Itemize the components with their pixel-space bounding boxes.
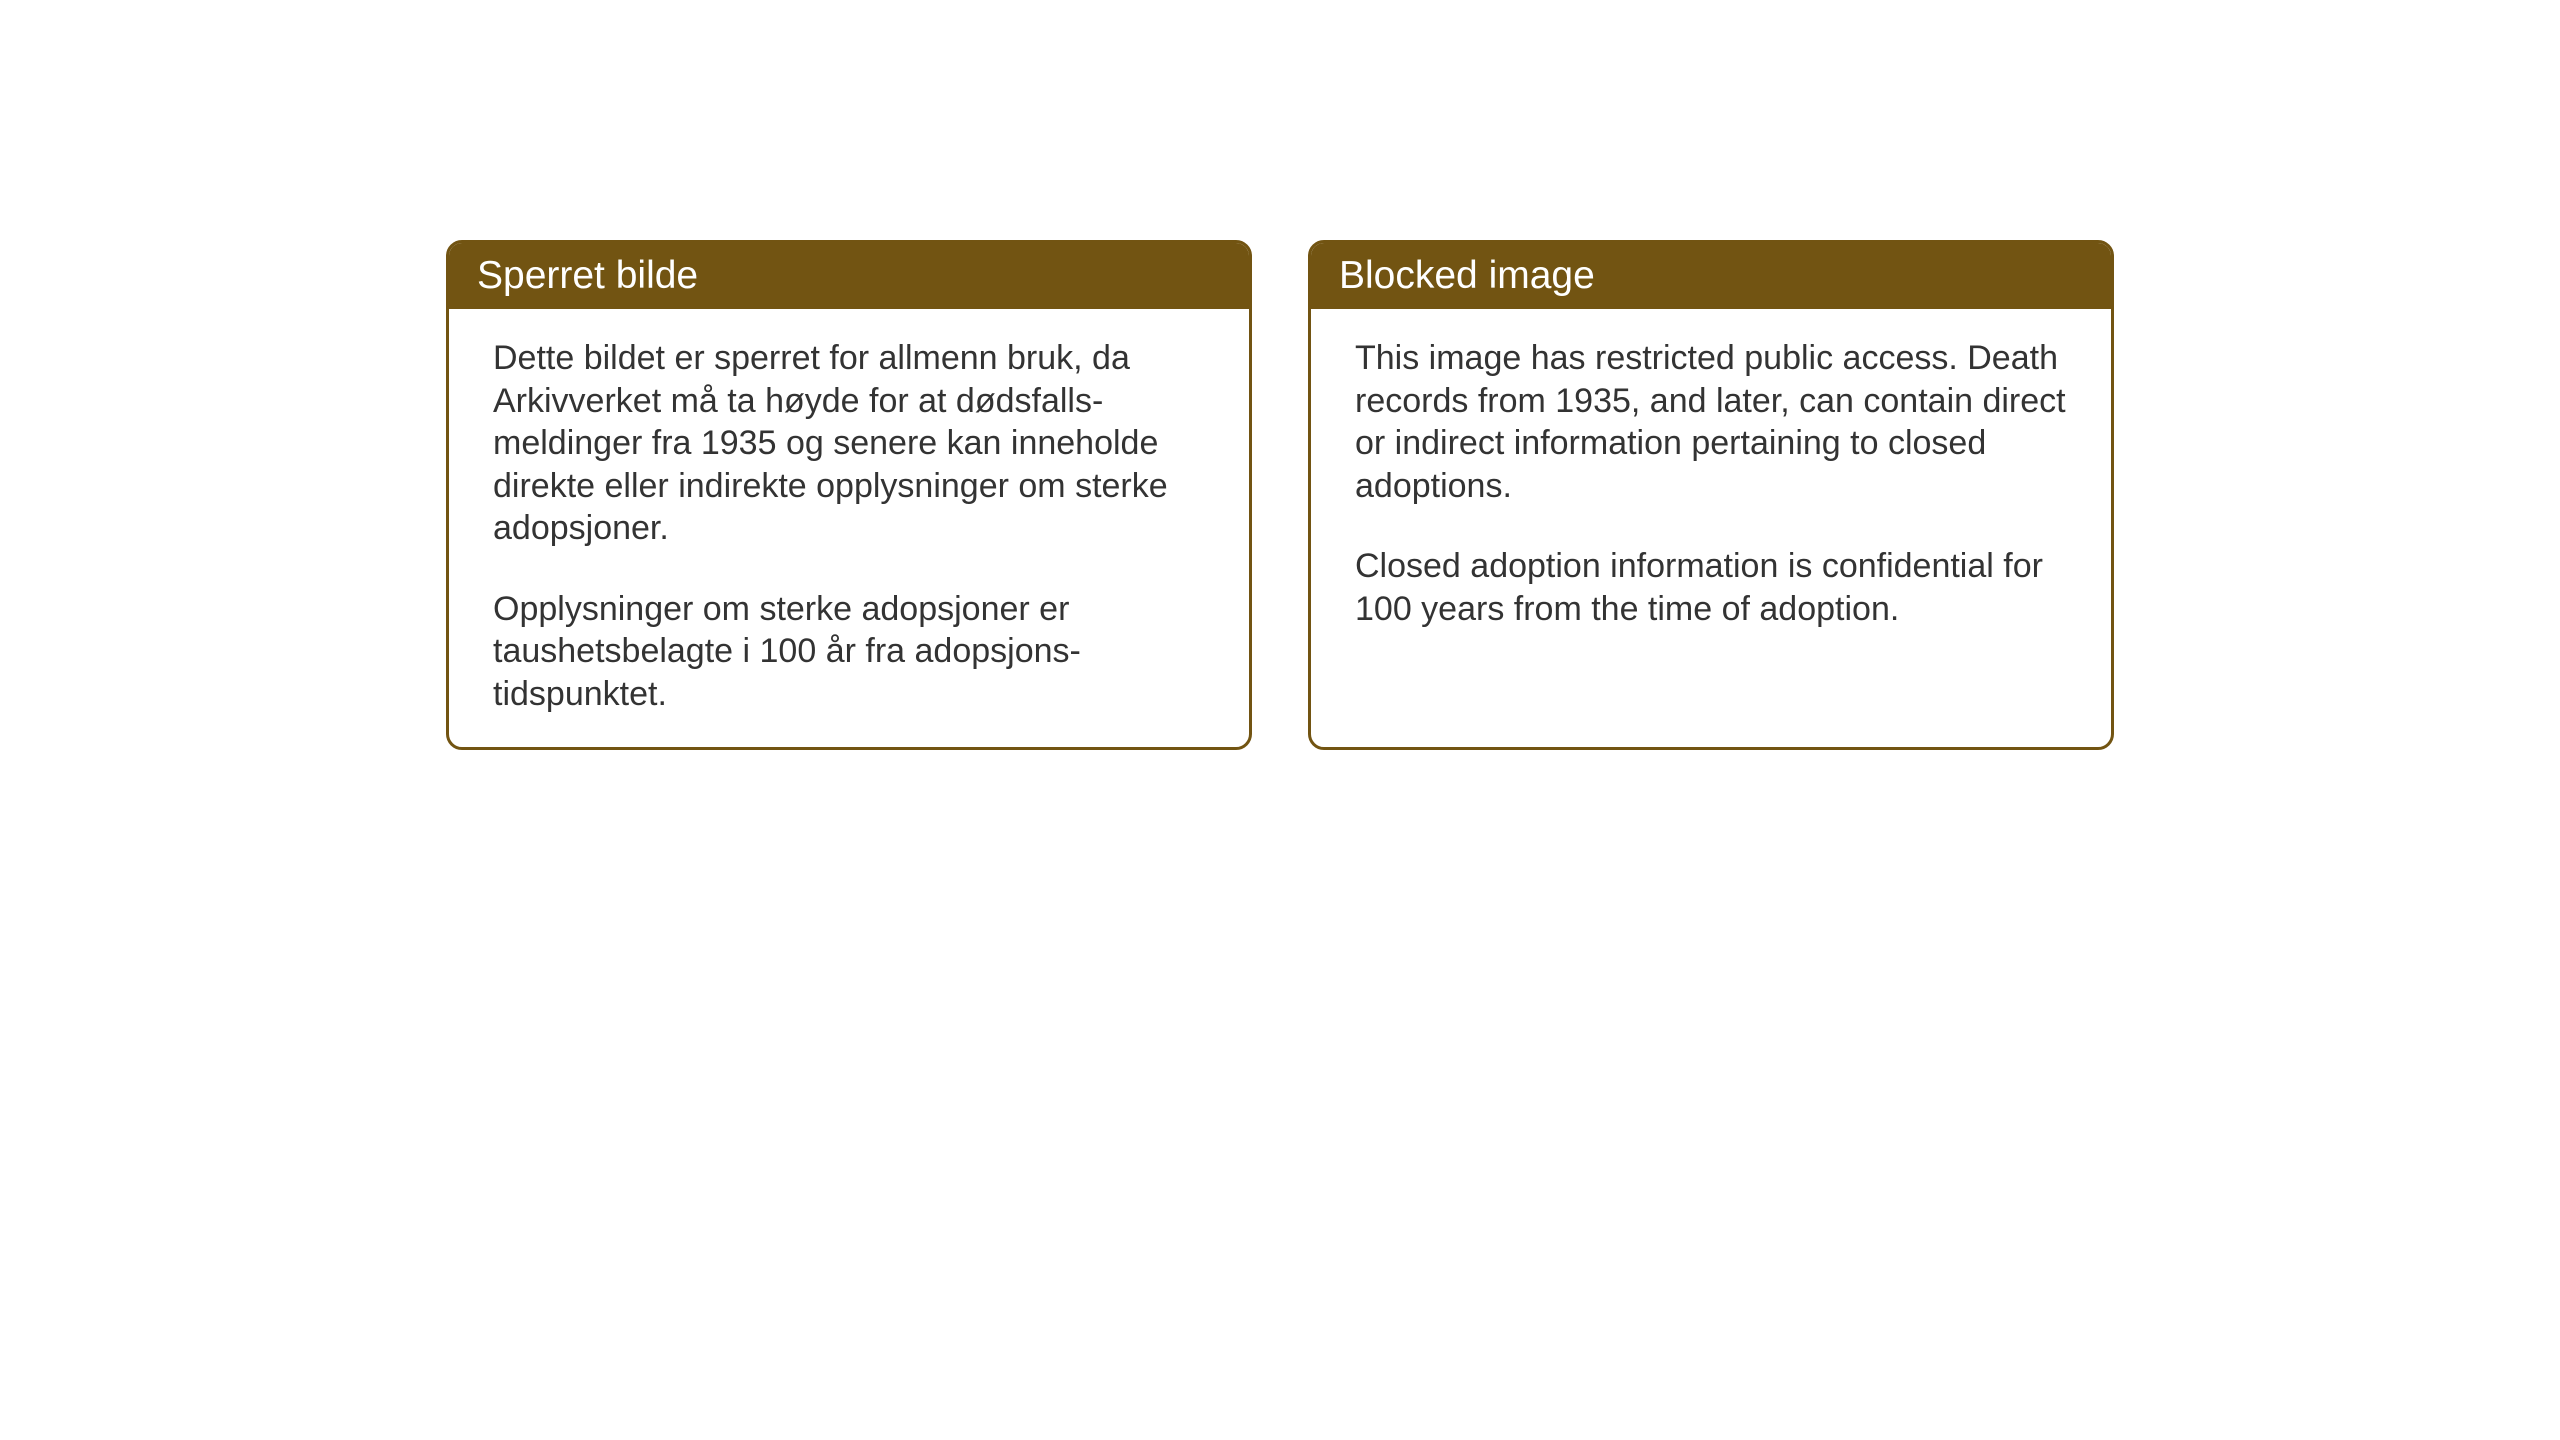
- card-body-english: This image has restricted public access.…: [1311, 309, 2111, 658]
- card-header-norwegian: Sperret bilde: [449, 243, 1249, 309]
- card-paragraph: Dette bildet er sperret for allmenn bruk…: [493, 337, 1205, 550]
- card-norwegian: Sperret bilde Dette bildet er sperret fo…: [446, 240, 1252, 750]
- card-paragraph: This image has restricted public access.…: [1355, 337, 2067, 507]
- card-paragraph: Closed adoption information is confident…: [1355, 545, 2067, 630]
- card-header-english: Blocked image: [1311, 243, 2111, 309]
- cards-container: Sperret bilde Dette bildet er sperret fo…: [446, 240, 2560, 750]
- card-paragraph: Opplysninger om sterke adopsjoner er tau…: [493, 588, 1205, 716]
- card-english: Blocked image This image has restricted …: [1308, 240, 2114, 750]
- card-body-norwegian: Dette bildet er sperret for allmenn bruk…: [449, 309, 1249, 743]
